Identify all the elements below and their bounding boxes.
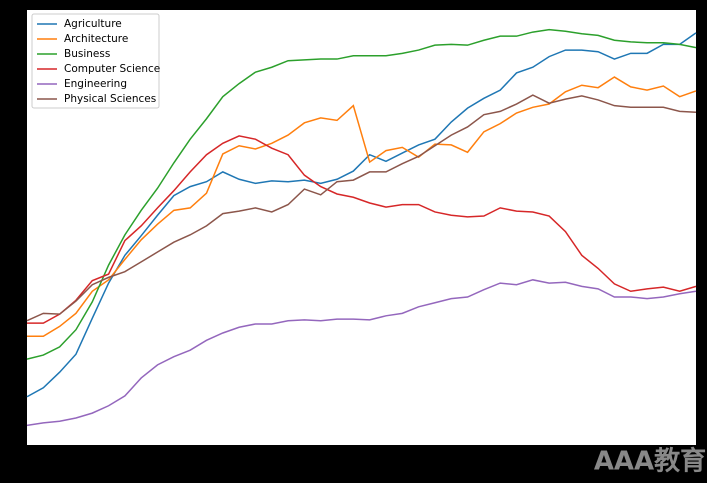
series-line <box>26 94 697 322</box>
series-line <box>26 32 697 398</box>
lines <box>26 28 697 427</box>
watermark: AAA教育 <box>594 446 706 477</box>
series-line <box>27 135 697 324</box>
legend-label: Architecture <box>64 33 128 45</box>
series-line <box>26 28 697 360</box>
series-line <box>27 76 697 337</box>
legend-label: Physical Sciences <box>64 93 156 105</box>
legend: Agriculture Architecture Business Computer … <box>31 13 160 109</box>
legend-box <box>31 13 160 109</box>
legend-label: Engineering <box>64 78 127 90</box>
legend-label: Computer Science <box>64 63 160 75</box>
legend-label: Business <box>64 48 110 60</box>
series-line <box>26 279 697 427</box>
legend-label: Agriculture <box>64 18 122 30</box>
